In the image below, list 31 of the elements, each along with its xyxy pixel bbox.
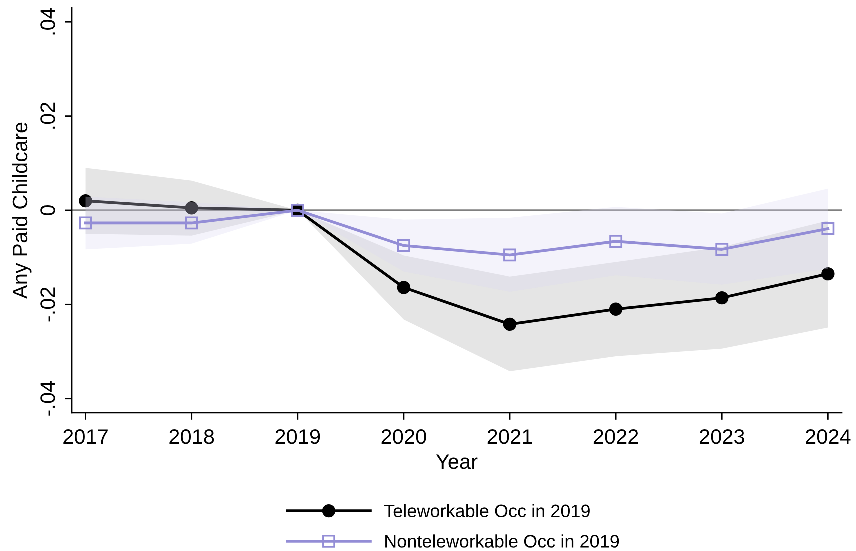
y-tick-label: .04 <box>40 8 56 35</box>
point <box>397 281 411 294</box>
point <box>503 318 517 332</box>
x-tick-label: 2019 <box>276 429 320 444</box>
x-tick-label: 2017 <box>64 429 108 444</box>
point <box>822 222 835 236</box>
y-tick-label: .02 <box>40 102 56 129</box>
point <box>610 235 623 248</box>
y-tick-label: 0 <box>40 206 56 216</box>
legend-label: Nonteleworkable Occ in 2019 <box>386 534 620 548</box>
point <box>609 302 623 316</box>
point <box>79 216 92 230</box>
point <box>504 248 516 262</box>
x-tick-label: 2021 <box>488 429 532 444</box>
point <box>716 291 729 305</box>
x-tick-label: 2020 <box>382 429 426 444</box>
y-tick-label: -.02 <box>40 288 56 322</box>
x-tick-label: 2018 <box>170 429 214 444</box>
point <box>397 239 410 252</box>
point <box>716 243 729 256</box>
point <box>185 202 198 215</box>
x-tick-label: 2024 <box>806 429 851 444</box>
x-tick-label: 2023 <box>700 429 744 444</box>
point <box>185 216 198 230</box>
point <box>822 267 835 281</box>
x-tick-label: 2022 <box>594 429 638 444</box>
x-axis-title: Year <box>436 454 478 470</box>
legend-label: Teleworkable Occ in 2019 <box>384 504 590 518</box>
point <box>79 194 92 208</box>
y-axis-title: Any Paid Childcare <box>12 122 32 300</box>
y-tick-label: -.04 <box>40 382 56 416</box>
